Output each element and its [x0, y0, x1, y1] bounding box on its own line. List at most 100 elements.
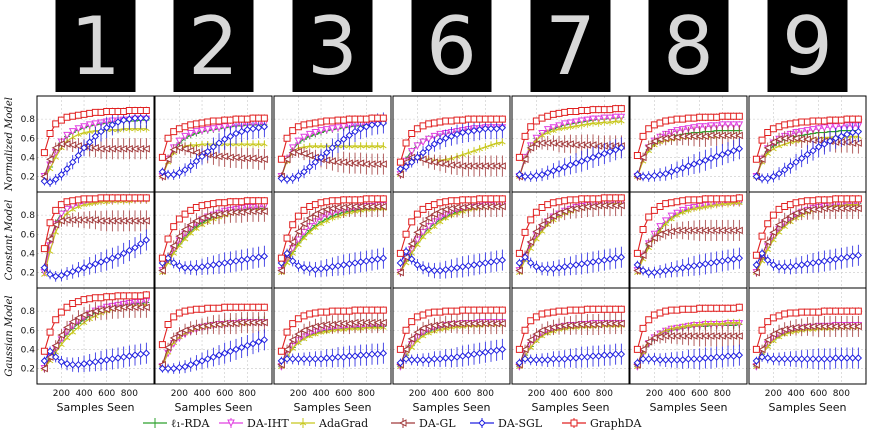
y-tick-label: 0.2: [21, 269, 35, 279]
data-point: [408, 158, 416, 166]
data-point: [549, 199, 557, 207]
data-point: [91, 216, 99, 224]
data-point: [300, 264, 308, 272]
data-point: [374, 306, 382, 314]
data-point: [442, 307, 450, 315]
digit-label: 9: [782, 0, 833, 93]
series-line: [515, 104, 625, 161]
data-point: [684, 114, 692, 122]
data-point: [91, 307, 99, 315]
data-point: [617, 350, 626, 358]
data-point: [662, 117, 670, 125]
data-point: [45, 155, 54, 164]
data-point: [300, 206, 308, 214]
data-point: [594, 115, 603, 124]
data-point: [40, 264, 49, 272]
series-line: [752, 121, 863, 184]
data-point: [419, 234, 427, 240]
data-point: [764, 174, 772, 183]
data-point: [561, 197, 569, 205]
data-point: [413, 125, 421, 133]
data-point: [425, 228, 432, 234]
data-point: [781, 121, 789, 129]
data-point: [137, 194, 145, 202]
data-point: [91, 294, 99, 302]
data-point: [561, 307, 569, 315]
data-point: [232, 257, 240, 265]
data-point: [368, 350, 376, 358]
data-point: [673, 212, 681, 218]
series-line: [158, 141, 268, 181]
data-point: [164, 321, 172, 329]
data-point: [328, 117, 336, 125]
data-point: [566, 196, 574, 204]
data-point: [464, 306, 472, 314]
panel: 0.2 0.4 0.6 0.8: [21, 95, 155, 193]
data-point: [849, 115, 857, 123]
data-point: [764, 220, 772, 228]
data-point: [203, 147, 212, 156]
data-point: [639, 266, 647, 275]
data-point: [407, 240, 416, 248]
data-point: [260, 114, 268, 122]
data-point: [560, 207, 569, 216]
series-line: [752, 195, 862, 259]
data-point: [487, 306, 495, 314]
data-point: [113, 304, 122, 313]
data-point: [526, 336, 535, 344]
data-point: [164, 134, 172, 142]
series-line: [158, 312, 268, 369]
data-point: [549, 167, 558, 175]
data-point: [408, 129, 416, 137]
data-point: [690, 160, 698, 168]
data-point: [476, 306, 484, 314]
y-tick-label: 0.8: [21, 211, 36, 221]
data-point: [639, 132, 647, 140]
data-point: [566, 354, 575, 362]
data-point: [86, 295, 94, 303]
data-point: [248, 154, 257, 163]
data-point: [809, 126, 817, 134]
series-line: [277, 312, 387, 369]
data-point: [62, 323, 71, 332]
x-tick-label: 600: [335, 389, 352, 399]
digit-label: 3: [307, 0, 358, 93]
data-point: [707, 154, 715, 163]
data-point: [396, 359, 405, 367]
data-point: [441, 354, 450, 362]
data-point: [158, 364, 167, 373]
data-point: [498, 124, 507, 132]
data-point: [464, 127, 473, 136]
data-point: [74, 265, 83, 274]
data-point: [289, 355, 297, 363]
data-point: [809, 117, 817, 125]
series-line: [633, 344, 744, 370]
data-point: [209, 353, 218, 361]
data-point: [532, 117, 540, 125]
data-point: [317, 220, 325, 227]
data-point: [63, 165, 71, 173]
data-point: [758, 249, 766, 258]
x-tick-label: 400: [431, 389, 448, 399]
data-point: [781, 263, 789, 271]
data-point: [85, 262, 94, 270]
data-point: [521, 228, 529, 236]
data-point: [712, 152, 721, 161]
data-point: [832, 116, 840, 124]
data-point: [735, 112, 743, 120]
data-point: [719, 320, 726, 326]
data-point: [695, 158, 704, 166]
data-point: [718, 195, 726, 203]
data-point: [345, 131, 354, 140]
data-point: [198, 127, 206, 135]
data-point: [379, 254, 388, 262]
data-point: [595, 305, 603, 313]
data-point: [396, 249, 404, 257]
data-point: [792, 158, 800, 166]
data-point: [125, 107, 133, 115]
data-point: [515, 259, 524, 267]
data-point: [735, 145, 744, 153]
data-point: [408, 218, 416, 226]
data-point: [572, 196, 580, 204]
data-point: [170, 128, 178, 136]
